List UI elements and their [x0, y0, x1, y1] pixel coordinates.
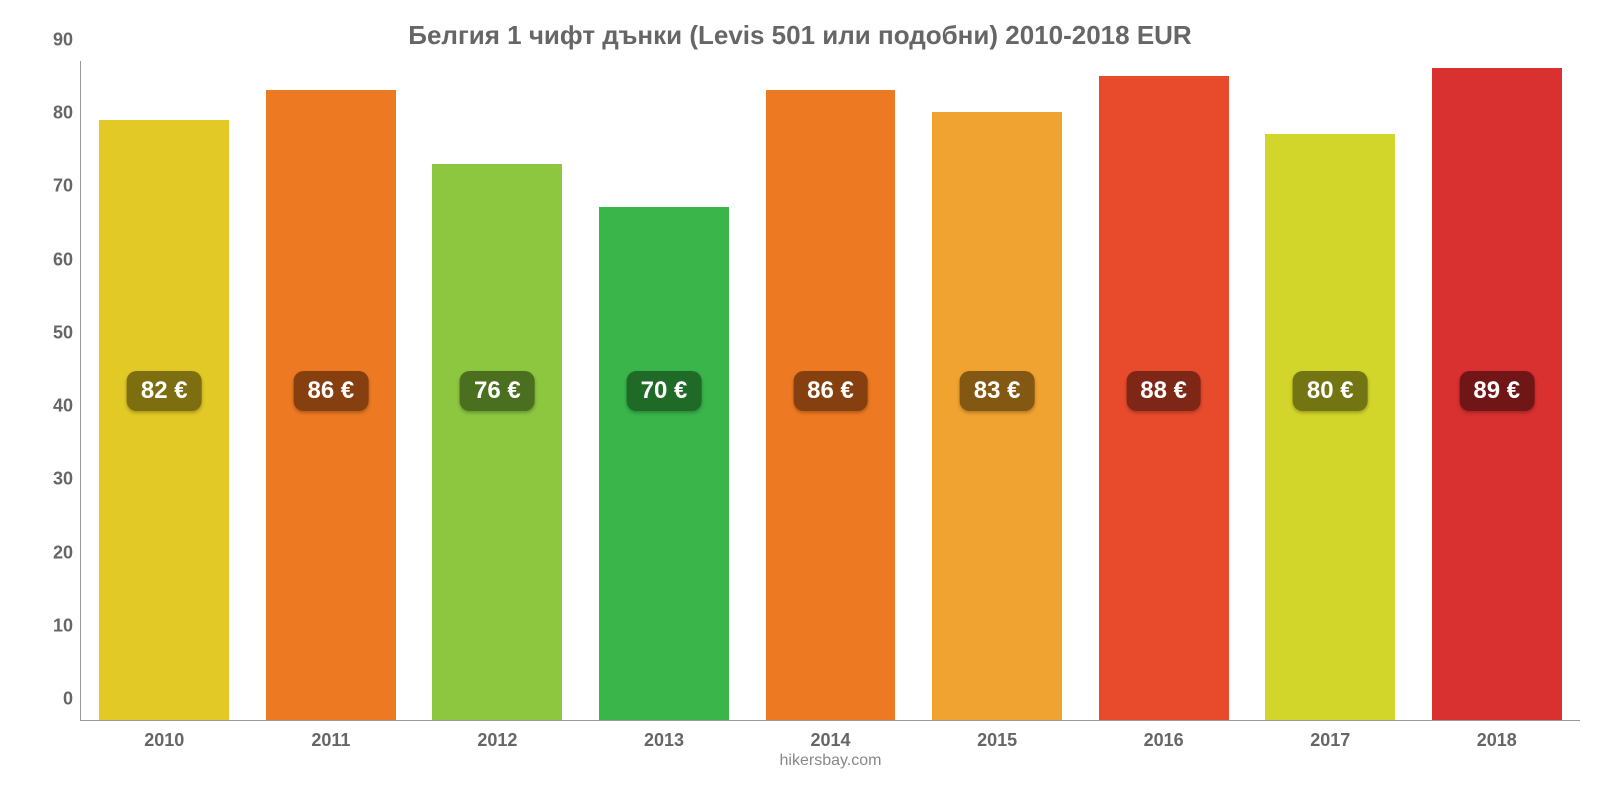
chart-title: Белгия 1 чифт дънки (Levis 501 или подоб… — [24, 20, 1576, 51]
y-tick-label: 70 — [53, 176, 81, 197]
x-tick-label: 2010 — [144, 720, 184, 751]
x-tick-label: 2013 — [644, 720, 684, 751]
x-tick-label: 2012 — [477, 720, 517, 751]
bar — [432, 164, 562, 720]
value-badge: 70 € — [627, 371, 702, 411]
bar-slot: 83 €2015 — [914, 61, 1081, 720]
x-tick-label: 2011 — [311, 720, 350, 751]
y-tick-label: 0 — [63, 689, 81, 710]
value-badge: 89 € — [1459, 371, 1534, 411]
attribution-text: hikersbay.com — [780, 752, 882, 770]
value-badge: 76 € — [460, 371, 535, 411]
bar-slot: 86 €2011 — [248, 61, 415, 720]
y-tick-label: 80 — [53, 103, 81, 124]
bars-layer: 82 €201086 €201176 €201270 €201386 €2014… — [81, 61, 1580, 720]
y-tick-label: 60 — [53, 249, 81, 270]
chart-container: Белгия 1 чифт дънки (Levis 501 или подоб… — [0, 0, 1600, 800]
bar-slot: 70 €2013 — [581, 61, 748, 720]
bar-slot: 80 €2017 — [1247, 61, 1414, 720]
y-tick-label: 30 — [53, 469, 81, 490]
bar — [599, 207, 729, 720]
y-tick-label: 50 — [53, 322, 81, 343]
bar-slot: 82 €2010 — [81, 61, 248, 720]
y-tick-label: 20 — [53, 542, 81, 563]
plot-area: 82 €201086 €201176 €201270 €201386 €2014… — [80, 61, 1580, 721]
bar — [932, 112, 1062, 720]
bar-slot: 76 €2012 — [414, 61, 581, 720]
y-tick-label: 90 — [53, 30, 81, 51]
x-tick-label: 2016 — [1144, 720, 1184, 751]
value-badge: 88 € — [1126, 371, 1201, 411]
y-tick-label: 40 — [53, 396, 81, 417]
x-tick-label: 2018 — [1477, 720, 1517, 751]
bar — [1265, 134, 1395, 720]
value-badge: 83 € — [960, 371, 1035, 411]
bar-slot: 88 €2016 — [1080, 61, 1247, 720]
value-badge: 82 € — [127, 371, 202, 411]
y-tick-label: 10 — [53, 615, 81, 636]
x-tick-label: 2015 — [977, 720, 1017, 751]
x-tick-label: 2017 — [1310, 720, 1350, 751]
value-badge: 80 € — [1293, 371, 1368, 411]
bar — [99, 120, 229, 720]
bar-slot: 89 €2018 — [1414, 61, 1581, 720]
value-badge: 86 € — [793, 371, 868, 411]
x-tick-label: 2014 — [811, 720, 851, 751]
value-badge: 86 € — [293, 371, 368, 411]
bar-slot: 86 €2014 — [747, 61, 914, 720]
